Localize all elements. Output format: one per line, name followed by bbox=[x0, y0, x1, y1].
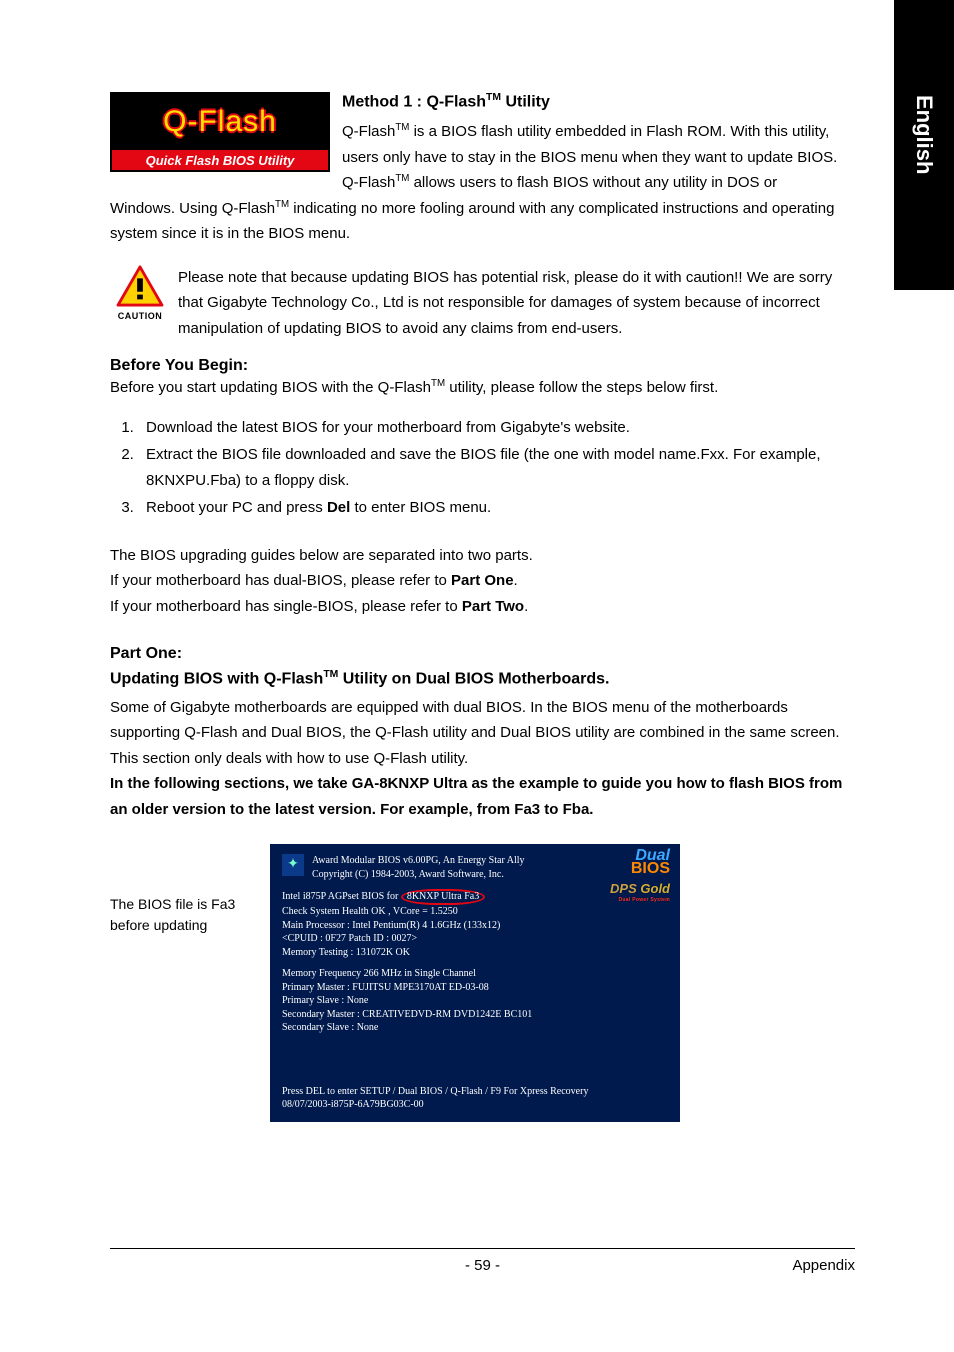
method-paragraph-2: Windows. Using Q-FlashTM indicating no m… bbox=[110, 196, 855, 247]
step-2: Extract the BIOS file downloaded and sav… bbox=[138, 442, 855, 493]
guides-line-3: If your motherboard has single-BIOS, ple… bbox=[110, 594, 855, 620]
step-3: Reboot your PC and press Del to enter BI… bbox=[138, 495, 855, 521]
bios-highlight: 8KNXP Ultra Fa3 bbox=[401, 889, 485, 905]
part-one-subheading: Updating BIOS with Q-FlashTM Utility on … bbox=[110, 669, 855, 688]
bios-line-5: Memory Testing : 131072K OK bbox=[282, 946, 668, 960]
bios-corner-logos: Dual BIOS DPS Gold Dual Power System bbox=[610, 850, 670, 904]
step-1: Download the latest BIOS for your mother… bbox=[138, 415, 855, 441]
guides-block: The BIOS upgrading guides below are sepa… bbox=[110, 543, 855, 620]
language-tab: English bbox=[894, 0, 954, 290]
dps-logo: DPS Gold Dual Power System bbox=[610, 880, 670, 904]
qflash-logo-text: Q-Flash bbox=[163, 105, 277, 139]
bios-bottom-2: 08/07/2003-i875P-6A79BG03C-00 bbox=[282, 1098, 668, 1112]
bios-caption: The BIOS file is Fa3 before updating bbox=[110, 894, 270, 936]
tm-mark: TM bbox=[486, 92, 501, 103]
bios-screenshot: Dual BIOS DPS Gold Dual Power System ✦ A… bbox=[270, 844, 680, 1122]
bios-example: The BIOS file is Fa3 before updating Dua… bbox=[110, 844, 855, 1122]
bios-line-8: Primary Slave : None bbox=[282, 994, 668, 1008]
part-one-bold-note: In the following sections, we take GA-8K… bbox=[110, 771, 855, 822]
bios-line-4: <CPUID : 0F27 Patch ID : 0027> bbox=[282, 932, 668, 946]
bios-line-6: Memory Frequency 266 MHz in Single Chann… bbox=[282, 967, 668, 981]
guides-line-2: If your motherboard has dual-BIOS, pleas… bbox=[110, 568, 855, 594]
steps-list: Download the latest BIOS for your mother… bbox=[138, 415, 855, 521]
bios-header-1: Award Modular BIOS v6.00PG, An Energy St… bbox=[312, 854, 525, 868]
bios-line-7: Primary Master : FUJITSU MPE3170AT ED-03… bbox=[282, 981, 668, 995]
caution-text: Please note that because updating BIOS h… bbox=[170, 265, 855, 342]
before-you-begin-heading: Before You Begin: bbox=[110, 357, 855, 375]
bios-header-2: Copyright (C) 1984-2003, Award Software,… bbox=[312, 868, 525, 882]
qflash-logo-subtitle: Quick Flash BIOS Utility bbox=[112, 150, 328, 170]
caution-icon: CAUTION bbox=[110, 265, 170, 342]
before-intro: Before you start updating BIOS with the … bbox=[110, 375, 855, 401]
caution-block: CAUTION Please note that because updatin… bbox=[110, 265, 855, 342]
bios-line-10: Secondary Slave : None bbox=[282, 1021, 668, 1035]
dualbios-logo: Dual BIOS bbox=[610, 850, 670, 876]
page-number: - 59 - bbox=[110, 1257, 855, 1274]
bios-line-2: Check System Health OK , VCore = 1.5250 bbox=[282, 905, 668, 919]
guides-line-1: The BIOS upgrading guides below are sepa… bbox=[110, 543, 855, 569]
bios-line-3: Main Processor : Intel Pentium(R) 4 1.6G… bbox=[282, 919, 668, 933]
part-one-paragraph: Some of Gigabyte motherboards are equipp… bbox=[110, 695, 855, 772]
part-one-heading: Part One: bbox=[110, 645, 855, 663]
language-label: English bbox=[911, 95, 937, 174]
bios-line-9: Secondary Master : CREATIVEDVD-RM DVD124… bbox=[282, 1008, 668, 1022]
caution-label: CAUTION bbox=[110, 311, 170, 321]
page-content: Q-Flash Quick Flash BIOS Utility Method … bbox=[110, 92, 855, 1122]
page-footer: - 59 - Appendix bbox=[110, 1248, 855, 1274]
award-logo-icon: ✦ bbox=[282, 854, 304, 876]
bios-bottom-1: Press DEL to enter SETUP / Dual BIOS / Q… bbox=[282, 1085, 668, 1099]
qflash-logo: Q-Flash Quick Flash BIOS Utility bbox=[110, 92, 330, 172]
